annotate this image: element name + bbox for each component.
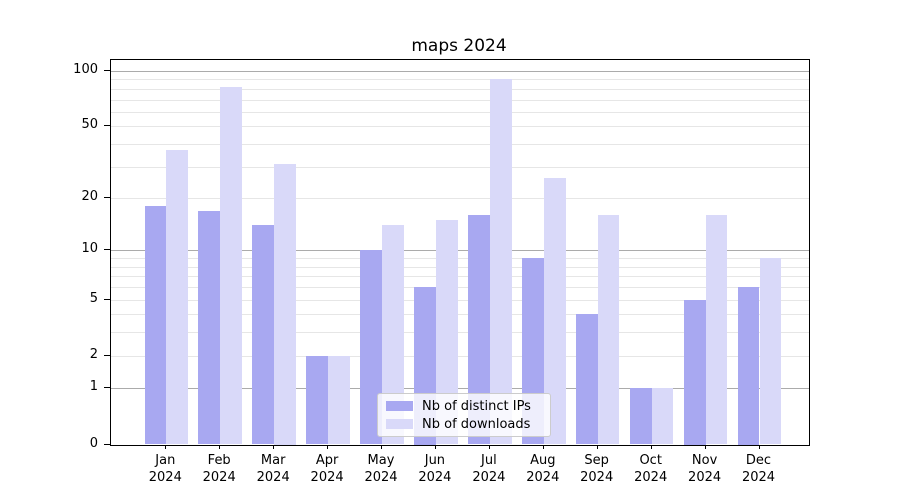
y-tick-label-1: 1 <box>89 379 98 395</box>
gridline-minor-2 <box>111 355 809 357</box>
x-tick-mark-feb <box>219 445 221 449</box>
x-tick-mark-may <box>381 445 382 449</box>
gridline-major-10 <box>111 250 809 252</box>
y-tick-mark-2 <box>104 354 110 356</box>
x-tick-label-jul: Jul 2024 <box>472 453 506 485</box>
bar-downloads-oct <box>651 388 674 445</box>
x-tick-label-apr: Apr 2024 <box>310 453 344 485</box>
gridline-minor-50 <box>111 126 809 128</box>
gridline-minor-30 <box>111 166 809 168</box>
x-tick-label-sep: Sep 2024 <box>580 453 614 485</box>
x-tick-label-jun: Jun 2024 <box>418 453 452 485</box>
x-tick-mark-jun <box>434 445 436 449</box>
bar-ips-may <box>360 250 382 445</box>
y-tick-mark-1 <box>104 387 110 389</box>
gridline-minor-6 <box>111 287 809 288</box>
bar-downloads-dec <box>759 258 782 445</box>
gridline-major-1 <box>111 388 809 390</box>
gridline-minor-80 <box>111 88 809 90</box>
gridline-minor-70 <box>111 99 809 101</box>
x-tick-mark-sep <box>596 445 598 449</box>
bar-downloads-sep <box>597 215 620 445</box>
chart-title: maps 2024 <box>411 36 507 56</box>
plot-area <box>110 59 810 446</box>
legend-item-distinct-ips: Nb of distinct IPs <box>386 397 542 415</box>
y-tick-label-10: 10 <box>81 241 98 257</box>
y-tick-label-2: 2 <box>89 346 98 362</box>
y-tick-mark-5 <box>104 298 110 300</box>
gridline-minor-9 <box>111 258 809 260</box>
y-tick-label-0: 0 <box>89 435 98 451</box>
bar-downloads-aug <box>543 177 566 445</box>
gridline-minor-90 <box>111 79 809 81</box>
gridline-minor-4 <box>111 314 809 316</box>
legend-swatch-distinct-ips <box>386 401 413 411</box>
bar-ips-jul <box>468 215 490 445</box>
bar-ips-sep <box>575 314 598 445</box>
gridline-minor-3 <box>111 332 809 334</box>
legend: Nb of distinct IPs Nb of downloads <box>377 393 551 437</box>
x-tick-mark-dec <box>758 445 760 449</box>
y-tick-label-5: 5 <box>89 290 98 306</box>
bar-ips-jan <box>144 206 167 445</box>
y-tick-label-100: 100 <box>73 62 98 77</box>
gridline-minor-60 <box>111 111 809 113</box>
bar-downloads-mar <box>274 164 296 445</box>
gridline-minor-40 <box>111 144 809 145</box>
y-tick-mark-20 <box>104 197 110 199</box>
legend-label-distinct-ips: Nb of distinct IPs <box>422 398 531 414</box>
gridline-minor-8 <box>111 266 809 268</box>
bar-ips-dec <box>737 287 760 445</box>
x-tick-mark-nov <box>704 445 706 449</box>
bar-ips-oct <box>629 388 652 445</box>
gridline-minor-20 <box>111 198 809 200</box>
y-tick-label-20: 20 <box>81 189 98 205</box>
y-tick-mark-0 <box>104 443 110 445</box>
bar-downloads-jul <box>489 79 512 445</box>
x-tick-mark-jan <box>165 445 167 449</box>
gridline-minor-5 <box>111 299 809 301</box>
bar-downloads-apr <box>328 355 350 445</box>
bar-downloads-jun <box>435 220 458 445</box>
y-tick-mark-50 <box>104 125 110 127</box>
gridline-major-100 <box>111 71 809 72</box>
legend-item-downloads: Nb of downloads <box>386 415 542 433</box>
y-tick-mark-10 <box>104 249 110 251</box>
bar-ips-nov <box>683 299 706 445</box>
legend-label-downloads: Nb of downloads <box>422 416 531 432</box>
bar-ips-mar <box>252 225 275 445</box>
x-tick-mark-aug <box>542 445 544 449</box>
x-tick-label-oct: Oct 2024 <box>634 453 668 485</box>
x-tick-label-may: May 2024 <box>364 453 398 485</box>
x-tick-label-dec: Dec 2024 <box>741 453 776 485</box>
x-tick-mark-oct <box>650 445 652 449</box>
x-tick-label-mar: Mar 2024 <box>256 453 290 485</box>
x-tick-label-nov: Nov 2024 <box>688 453 722 485</box>
bar-ips-feb <box>198 210 221 445</box>
x-tick-mark-mar <box>273 445 275 449</box>
legend-swatch-downloads <box>386 419 413 429</box>
gridline-minor-7 <box>111 276 809 278</box>
x-tick-label-jan: Jan 2024 <box>148 453 182 485</box>
bar-downloads-nov <box>705 215 728 445</box>
y-tick-label-50: 50 <box>81 117 98 133</box>
x-tick-label-feb: Feb 2024 <box>202 453 236 485</box>
y-tick-mark-100 <box>104 70 110 71</box>
x-tick-mark-apr <box>327 445 329 449</box>
x-tick-mark-jul <box>488 445 490 449</box>
bar-ips-apr <box>306 355 329 445</box>
x-tick-label-aug: Aug 2024 <box>526 453 560 485</box>
bar-downloads-feb <box>220 86 242 445</box>
bar-downloads-may <box>382 225 404 445</box>
bar-downloads-jan <box>166 150 189 445</box>
